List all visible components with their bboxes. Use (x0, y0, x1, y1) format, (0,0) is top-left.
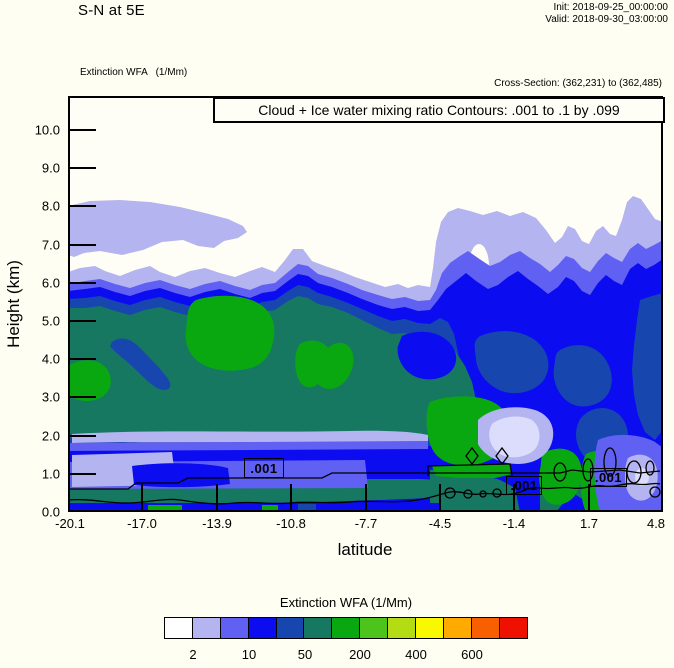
colorbar-cell-4 (275, 617, 305, 639)
colorbar-cell-11 (470, 617, 500, 639)
y-tick-6: 6.0 (41, 275, 60, 291)
x-tick-7: 1.7 (579, 516, 599, 531)
y-tick-10: 10.0 (34, 122, 60, 138)
fill-darkblue-streak (110, 338, 171, 390)
fill-darkblue-blob-2 (553, 345, 612, 407)
y-tick-3: 3.0 (41, 389, 60, 405)
contour-label-1: .001 (244, 458, 284, 478)
contour-title-box: Cloud + Ice water mixing ratio Contours:… (213, 97, 665, 123)
x-tick-6: -1.4 (502, 516, 526, 531)
colorbar-cell-10 (442, 617, 472, 639)
fill-green-w (295, 340, 354, 389)
colorbar-cell-7 (359, 617, 389, 639)
contour-title-text: Cloud + Ice water mixing ratio Contours:… (258, 102, 620, 118)
colorbar-cell-9 (415, 617, 444, 639)
fill-blue-blob-in-teal (397, 331, 457, 380)
x-tick-0: -20.1 (55, 516, 85, 531)
field-line-extinction: Extinction WFA (1/Mm) (80, 67, 188, 78)
run-time-block: Init: 2018-09-25_00:00:00 Valid: 2018-09… (545, 2, 668, 26)
cross-section-note: Cross-Section: (362,231) to (362,485) (494, 78, 662, 89)
colorbar-cell-1 (191, 617, 221, 639)
colorbar-tick-2: 2 (189, 647, 197, 662)
y-tick-7: 7.0 (41, 237, 60, 253)
colorbar-cell-2 (219, 617, 249, 639)
colorbar-tick-600: 600 (461, 647, 483, 662)
y-tick-5: 5.0 (41, 313, 60, 329)
fill-darkblue-right-band (632, 293, 663, 440)
contour-loop-i (645, 460, 655, 476)
x-tick-5: -4.5 (428, 516, 452, 531)
fill-teal-br-1 (430, 466, 520, 512)
colorbar (164, 617, 528, 639)
contour-loop-h (626, 460, 642, 484)
filled-contours (68, 196, 663, 512)
fill-pale-br-core (489, 416, 540, 458)
y-tick-0: 0.0 (41, 504, 60, 520)
page-title: S-N at 5E (78, 2, 145, 19)
fill-green-big (185, 295, 275, 371)
y-tick-4: 4.0 (41, 351, 60, 367)
colorbar-tick-50: 50 (297, 647, 313, 662)
colorbar-cell-3 (247, 617, 277, 639)
fill-periwinkle-anvil (68, 200, 247, 257)
contour-loop-g (603, 447, 617, 477)
contour-line-step (70, 469, 661, 490)
y-tick-1: 1.0 (41, 466, 60, 482)
contour-loop-a (444, 487, 456, 499)
fill-green-left-edge (68, 360, 111, 401)
colorbar-cell-8 (387, 617, 417, 639)
contour-loop-b (463, 489, 473, 499)
contour-loop-rect (427, 463, 513, 477)
x-tick-3: -10.8 (276, 516, 306, 531)
fill-band-periwinkle (72, 430, 428, 443)
init-time: Init: 2018-09-25_00:00:00 (553, 2, 668, 13)
fill-darkblue-blob-1 (474, 331, 549, 394)
contour-loop-e (553, 462, 567, 482)
contour-label-3: .001 (590, 468, 627, 487)
x-tick-2: -13.9 (202, 516, 232, 531)
fill-band-violet (70, 441, 428, 451)
y-tick-2: 2.0 (41, 428, 60, 444)
contour-line-wavy (68, 482, 661, 505)
fill-blue-lower-blob (132, 463, 230, 488)
fill-green-strip (432, 464, 512, 478)
contour-loop-j (649, 486, 661, 498)
colorbar-tick-200: 200 (349, 647, 371, 662)
line-contours (68, 446, 661, 505)
colorbar-cell-6 (331, 617, 361, 639)
axis-ticks (68, 129, 590, 512)
colorbar-tick-400: 400 (405, 647, 427, 662)
x-tick-1: -17.0 (127, 516, 157, 531)
colorbar-tick-10: 10 (241, 647, 257, 662)
x-tick-4: -7.7 (354, 516, 378, 531)
colorbar-cell-12 (498, 617, 528, 639)
contour-loop-d (492, 488, 502, 498)
x-axis-title: latitude (337, 540, 393, 559)
fill-teal-left (68, 296, 476, 438)
valid-time: Valid: 2018-09-30_03:00:00 (545, 14, 668, 25)
y-tick-9: 9.0 (41, 160, 60, 176)
contour-plot (68, 96, 663, 512)
x-tick-8: 4.8 (646, 516, 666, 531)
contour-diamond-1 (465, 446, 479, 466)
colorbar-cell-5 (303, 617, 333, 639)
contour-loop-c (479, 490, 487, 498)
contour-loop-f (582, 458, 594, 482)
colorbar-cell-0 (164, 617, 193, 639)
contour-diamond-2 (495, 446, 509, 466)
contour-label-2: .001 (506, 476, 542, 495)
colorbar-title: Extinction WFA (1/Mm) (279, 595, 413, 610)
y-tick-8: 8.0 (41, 198, 60, 214)
y-axis-title: Height (km) (4, 260, 23, 348)
fill-green-br-c (539, 448, 582, 505)
